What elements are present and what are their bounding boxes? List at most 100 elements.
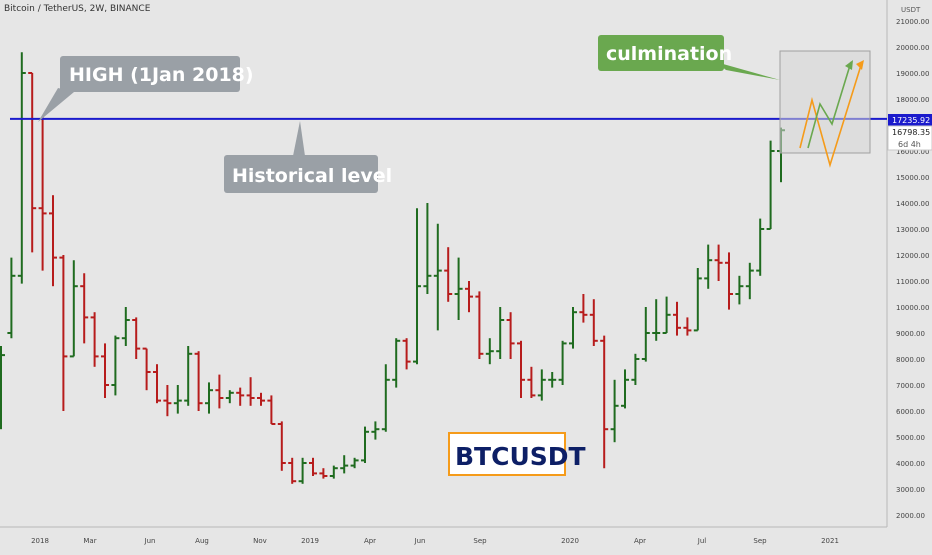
- ohlc-bar: [267, 395, 276, 425]
- y-tick-label: 15000.00: [896, 174, 929, 182]
- ohlc-bar: [527, 366, 536, 398]
- projection-path-orange: [799, 61, 863, 168]
- ohlc-bar: [319, 468, 328, 479]
- currency-label: USDT: [901, 6, 921, 14]
- ohlc-bar: [766, 140, 775, 230]
- ohlc-bar: [756, 218, 765, 276]
- ohlc-bar: [704, 244, 713, 289]
- ohlc-bar: [413, 208, 421, 365]
- ohlc-bar: [173, 385, 182, 414]
- ohlc-bar: [506, 312, 515, 359]
- last-price-tag-text: 16798.35: [892, 128, 930, 137]
- ohlc-bar: [673, 301, 681, 336]
- ohlc-bar: [444, 247, 453, 302]
- y-tick-label: 16000.00: [896, 148, 929, 156]
- ohlc-bar: [28, 72, 37, 253]
- level-callout: Historical level: [224, 121, 392, 193]
- ticker-badge-text: BTCUSDT: [455, 442, 586, 471]
- level-callout-text: Historical level: [232, 165, 392, 187]
- ohlc-bar: [80, 273, 89, 344]
- y-tick-label: 19000.00: [896, 70, 929, 78]
- x-tick-label: Nov: [253, 537, 267, 545]
- ohlc-bar: [517, 340, 525, 398]
- y-tick-label: 20000.00: [896, 44, 929, 52]
- countdown-text: 6d 4h: [898, 140, 921, 149]
- y-tick-label: 18000.00: [896, 96, 929, 104]
- level-price-tag-text: 17235.92: [892, 116, 930, 125]
- ohlc-bar: [600, 335, 609, 469]
- ohlc-bar: [257, 392, 265, 406]
- ohlc-bar: [558, 340, 567, 385]
- ohlc-bar: [132, 317, 141, 359]
- ohlc-bar: [111, 335, 120, 396]
- high-callout-text: HIGH (1Jan 2018): [69, 64, 254, 86]
- ohlc-bar: [17, 52, 26, 284]
- y-tick-label: 5000.00: [896, 434, 925, 442]
- ohlc-bar: [454, 257, 463, 320]
- ohlc-bar: [392, 338, 401, 388]
- x-tick-label: 2019: [301, 537, 319, 545]
- x-tick-label: Apr: [364, 537, 376, 545]
- culmination-callout-text: culmination: [606, 43, 732, 65]
- ohlc-bar: [90, 312, 99, 367]
- ohlc-bar: [59, 255, 68, 411]
- ohlc-bar: [142, 347, 151, 391]
- ohlc-bar: [662, 296, 671, 334]
- ohlc-bar: [350, 457, 359, 469]
- high-callout-pointer: [38, 88, 74, 122]
- x-tick-label: 2021: [821, 537, 839, 545]
- ohlc-bar: [652, 299, 661, 341]
- level-price-tag-box: [888, 114, 932, 126]
- ohlc-bar: [277, 421, 286, 471]
- ohlc-bar: [153, 364, 161, 404]
- ohlc-bar: [610, 379, 619, 443]
- x-tick-label: 2018: [31, 537, 49, 545]
- x-tick-label: Jul: [697, 537, 707, 545]
- x-tick-label: Sep: [473, 537, 487, 545]
- symbol-title: Bitcoin / TetherUS, 2W, BINANCE: [4, 4, 151, 14]
- level-callout-box: [224, 155, 378, 193]
- ohlc-bar: [569, 307, 577, 349]
- level-callout-pointer: [293, 121, 305, 156]
- x-tick-label: Aug: [195, 537, 209, 545]
- ohlc-bar: [693, 268, 702, 332]
- x-tick-label: Jun: [144, 537, 156, 545]
- y-tick-label: 2000.00: [896, 512, 925, 520]
- ohlc-bar: [225, 390, 234, 404]
- ohlc-bar: [725, 252, 733, 310]
- ohlc-bar: [631, 353, 640, 385]
- ohlc-bar: [309, 457, 317, 476]
- ohlc-bar: [465, 281, 473, 313]
- high-callout-box: [60, 56, 240, 92]
- x-tick-label: 2020: [561, 537, 579, 545]
- x-tick-label: Sep: [753, 537, 767, 545]
- y-tick-label: 8000.00: [896, 356, 925, 364]
- ohlc-bar: [163, 385, 172, 417]
- ohlc-bar: [69, 260, 78, 358]
- culmination-callout-pointer: [716, 62, 780, 80]
- ohlc-bar: [735, 275, 744, 305]
- ohlc-bar: [329, 465, 338, 479]
- ohlc-bar: [433, 223, 442, 331]
- ohlc-bar: [101, 343, 109, 398]
- y-tick-label: 3000.00: [896, 486, 925, 494]
- y-tick-label: 9000.00: [896, 330, 925, 338]
- ohlc-bar: [579, 294, 588, 323]
- ohlc-bar: [381, 364, 390, 432]
- ohlc-bar: [402, 338, 411, 370]
- ohlc-bar: [38, 117, 47, 271]
- y-tick-label: 14000.00: [896, 200, 929, 208]
- ohlc-bar: [683, 317, 692, 336]
- projection-path-green: [807, 61, 852, 149]
- y-tick-label: 13000.00: [896, 226, 929, 234]
- ohlc-bar: [496, 307, 505, 359]
- projection-box[interactable]: [779, 50, 871, 154]
- ohlc-bar: [714, 244, 723, 281]
- ohlc-bar: [49, 195, 57, 287]
- x-tick-label: Apr: [634, 537, 646, 545]
- ohlc-bar: [215, 374, 224, 409]
- ohlc-bar: [485, 338, 494, 365]
- projection-arrowhead-orange: [856, 60, 864, 70]
